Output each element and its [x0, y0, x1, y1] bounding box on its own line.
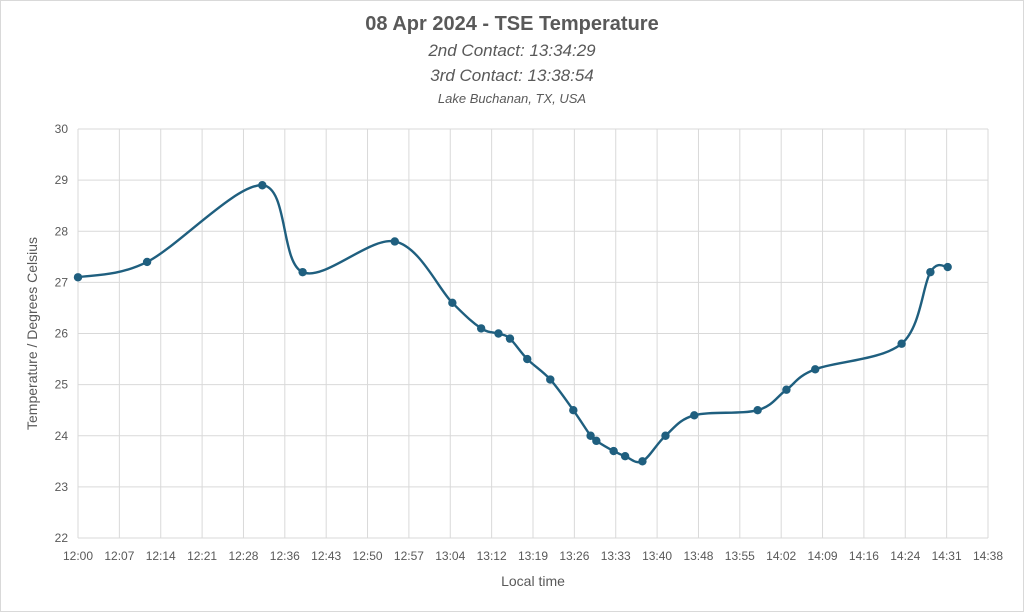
data-point [569, 405, 578, 415]
x-axis-ticks: 12:00 12:07 12:14 12:21 12:28 12:36 12:43 12:50… [63, 549, 1003, 563]
x-tick-label: 13:55 [725, 549, 755, 563]
data-point [505, 334, 515, 343]
chart-title: 08 Apr 2024 - TSE Temperature [365, 13, 659, 35]
x-tick-label: 13:19 [518, 549, 548, 563]
data-point [523, 354, 532, 364]
x-tick-label: 12:07 [104, 549, 134, 563]
x-tick-label: 14:31 [932, 549, 962, 563]
data-point [638, 457, 647, 466]
data-point [620, 452, 630, 461]
gridlines [77, 128, 989, 539]
data-point [142, 257, 152, 267]
second-contact-subtitle: 2nd Contact: 13:34:29 [428, 41, 596, 60]
y-axis-title: Temperature / Degrees Celsius [24, 237, 40, 430]
data-point [586, 431, 595, 440]
x-tick-label: 12:43 [311, 549, 341, 563]
x-tick-label: 12:21 [187, 549, 217, 563]
x-tick-label: 12:50 [353, 549, 383, 563]
temperature-line [77, 184, 949, 464]
data-points [73, 181, 952, 466]
y-tick-label: 24 [55, 429, 69, 443]
x-tick-label: 12:36 [270, 549, 300, 563]
data-point [448, 298, 457, 308]
x-tick-label: 13:12 [477, 549, 507, 563]
data-point [298, 267, 307, 277]
data-point [476, 324, 486, 333]
data-point [73, 273, 83, 282]
x-tick-label: 13:40 [642, 549, 672, 563]
x-tick-label: 14:24 [890, 549, 920, 563]
x-tick-label: 12:14 [146, 549, 176, 563]
x-tick-label: 12:28 [228, 549, 258, 563]
data-point [926, 267, 935, 277]
x-tick-label: 13:26 [559, 549, 589, 563]
x-axis-title: Local time [501, 573, 565, 589]
y-tick-label: 22 [55, 531, 69, 545]
y-tick-label: 26 [55, 327, 69, 341]
x-tick-label: 12:00 [63, 549, 93, 563]
x-tick-label: 13:04 [435, 549, 465, 563]
x-tick-label: 14:09 [808, 549, 838, 563]
data-point [690, 411, 699, 420]
y-tick-label: 29 [55, 173, 69, 187]
data-point [943, 262, 952, 272]
data-point [661, 431, 670, 440]
location-subtitle: Lake Buchanan, TX, USA [437, 91, 587, 106]
data-point [782, 385, 791, 394]
data-point [494, 329, 503, 338]
data-point [592, 436, 601, 446]
y-axis-ticks: 22 23 24 25 26 27 28 29 30 [55, 122, 69, 545]
x-tick-label: 14:38 [973, 549, 1003, 563]
data-point [811, 365, 820, 374]
data-point [258, 181, 267, 190]
data-point [390, 237, 399, 246]
x-tick-label: 12:57 [394, 549, 424, 563]
data-point [609, 446, 618, 456]
x-tick-label: 13:48 [683, 549, 713, 563]
third-contact-subtitle: 3rd Contact: 13:38:54 [430, 66, 594, 85]
y-tick-label: 28 [55, 224, 69, 238]
y-tick-label: 27 [55, 275, 69, 289]
data-point [897, 339, 906, 348]
x-tick-label: 14:02 [766, 549, 796, 563]
x-tick-label: 14:16 [849, 549, 879, 563]
x-tick-label: 13:33 [601, 549, 631, 563]
y-tick-label: 25 [55, 378, 69, 392]
data-point [546, 375, 555, 384]
y-tick-label: 23 [55, 480, 69, 494]
data-point [753, 405, 762, 415]
y-tick-label: 30 [55, 122, 69, 136]
